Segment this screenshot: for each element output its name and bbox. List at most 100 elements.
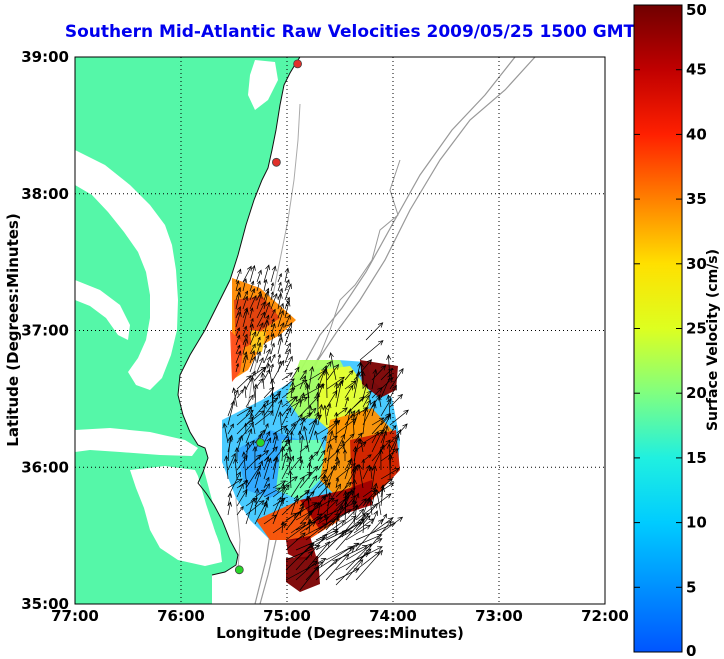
velocity-vector-head: [376, 534, 383, 539]
velocity-vector-head: [336, 483, 341, 490]
velocity-vector-head: [315, 391, 321, 398]
velocity-vector: [285, 510, 302, 531]
y-tick-label: 39:00: [21, 48, 69, 66]
velocity-vector-head: [286, 314, 291, 320]
velocity-vector-head: [363, 406, 369, 413]
velocity-vector: [254, 378, 264, 390]
velocity-vector: [235, 335, 240, 346]
velocity-vector: [362, 407, 367, 435]
velocity-vector-head: [266, 457, 272, 464]
velocity-vector-head: [386, 520, 392, 526]
velocity-vector: [245, 500, 265, 516]
velocity-vector: [272, 498, 284, 525]
velocity-vector: [299, 491, 310, 498]
velocity-vector: [345, 538, 383, 561]
velocity-vector: [371, 517, 393, 534]
pamlico-sound: [130, 466, 222, 566]
velocity-vector: [353, 479, 355, 498]
velocity-vector: [235, 287, 241, 301]
velocity-vector: [371, 387, 383, 399]
velocity-vector-head: [285, 300, 291, 307]
velocity-vector: [284, 328, 292, 346]
velocity-vector: [263, 393, 281, 417]
velocity-vector: [288, 446, 292, 462]
velocity-vector-head: [235, 280, 240, 285]
velocity-vector: [263, 369, 270, 381]
velocity-vector: [295, 517, 323, 531]
x-tick-label: 76:00: [157, 607, 205, 625]
velocity-vector: [245, 497, 255, 525]
velocity-vector-head: [397, 516, 404, 522]
velocity-vector-head: [312, 560, 318, 566]
velocity-vector-head: [257, 269, 262, 275]
velocity-vector-head: [351, 478, 357, 485]
velocity-vector: [227, 493, 232, 507]
velocity-vector: [234, 458, 238, 480]
velocity-vector: [242, 266, 252, 283]
velocity-vector: [359, 520, 392, 561]
velocity-vector: [263, 514, 277, 525]
velocity-vector: [335, 513, 369, 541]
velocity-vector-head: [266, 355, 272, 362]
velocity-vector: [371, 483, 377, 507]
velocity-vector-head: [308, 454, 314, 460]
velocity-vector: [284, 342, 291, 355]
velocity-vector: [281, 423, 296, 444]
velocity-vector: [299, 566, 319, 591]
velocity-vector: [335, 545, 368, 561]
velocity-vector: [235, 311, 241, 328]
velocity-vector-head: [306, 412, 313, 418]
velocity-vector-head: [353, 465, 358, 472]
velocity-vector: [270, 291, 274, 301]
velocity-vector: [271, 392, 274, 417]
velocity-vector: [308, 420, 317, 444]
velocity-vector-head: [344, 491, 350, 498]
velocity-vector: [249, 318, 254, 328]
velocity-vector: [335, 505, 358, 521]
velocity-vector: [263, 279, 267, 292]
velocity-vector-head: [257, 342, 262, 347]
velocity-vector: [277, 354, 281, 364]
velocity-vector-head: [354, 492, 360, 499]
velocity-vector: [290, 414, 303, 435]
velocity-vector: [256, 342, 261, 355]
velocity-vector-head: [258, 460, 263, 466]
velocity-vector: [305, 533, 328, 561]
colorbar-tick-label: 20: [686, 384, 707, 402]
colorbar-tick-label: 30: [686, 255, 707, 273]
velocity-vector-head: [271, 322, 276, 329]
velocity-vector: [263, 344, 267, 355]
velocity-vector: [335, 434, 345, 453]
velocity-vector: [324, 405, 328, 426]
velocity-vector-head: [358, 438, 364, 444]
velocity-vector: [308, 475, 326, 498]
velocity-vector: [308, 502, 319, 516]
velocity-vector-head: [250, 280, 255, 285]
velocity-vector: [330, 352, 337, 381]
velocity-vector-head: [265, 334, 270, 340]
velocity-vector-head: [374, 488, 380, 495]
velocity-vector: [242, 309, 248, 328]
velocity-vector: [344, 408, 351, 435]
velocity-vector: [235, 327, 240, 337]
velocity-vector: [290, 366, 300, 381]
velocity-vector-head: [266, 430, 271, 437]
velocity-vector-head: [333, 364, 340, 370]
velocity-vector-head: [271, 318, 275, 322]
velocity-vector-head: [350, 495, 356, 501]
velocity-vector-head: [279, 498, 284, 505]
velocity-vector: [326, 364, 339, 381]
velocity-vector: [353, 371, 360, 399]
velocity-vector: [272, 480, 286, 489]
velocity-vector: [315, 509, 352, 531]
velocity-vector-head: [243, 385, 248, 391]
velocity-vector: [227, 453, 236, 471]
velocity-vector-head: [352, 445, 358, 452]
velocity-vector: [254, 501, 268, 525]
colorbar-tick-label: 40: [686, 125, 707, 143]
velocity-vector-head: [270, 291, 274, 295]
y-tick-label: 36:00: [21, 458, 69, 476]
velocity-vector-head: [237, 478, 243, 484]
velocity-vector: [242, 278, 247, 292]
velocity-vector-head: [377, 322, 384, 328]
